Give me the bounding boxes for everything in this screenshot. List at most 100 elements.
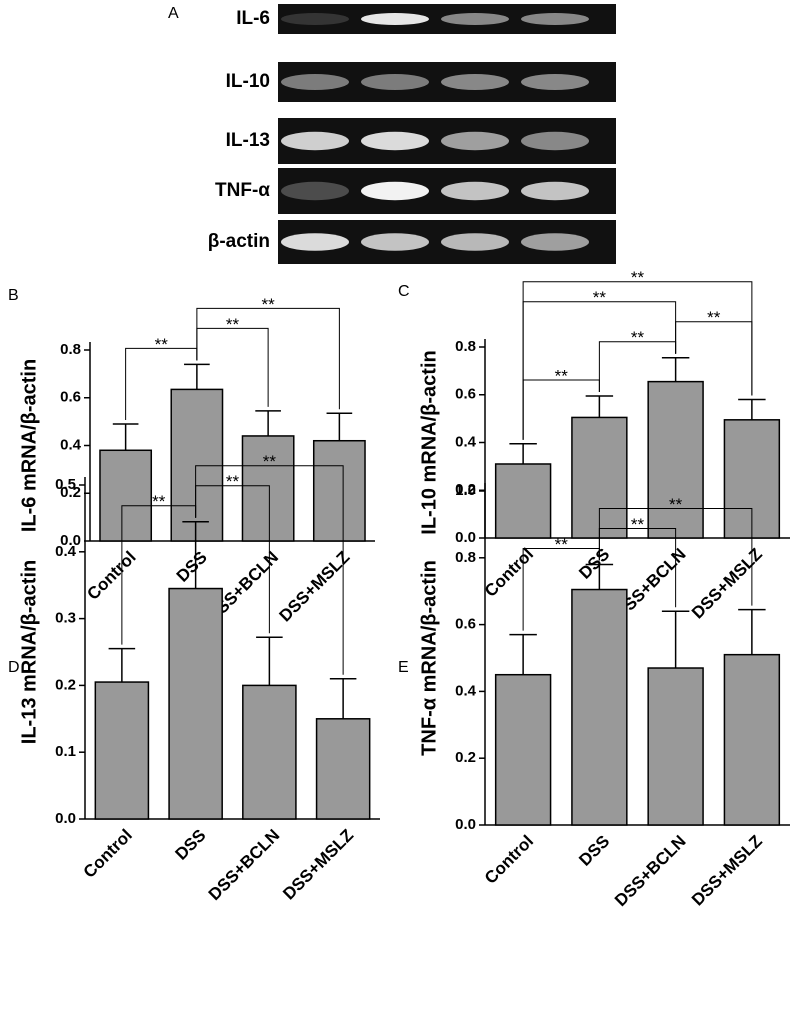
x-tick-label: DSS+MSLZ: [688, 832, 766, 910]
significance-label: **: [155, 335, 169, 354]
gel-band: [441, 181, 509, 201]
y-axis-label: IL-10 mRNA/β-actin: [418, 350, 440, 534]
x-tick-label: DSS: [575, 832, 613, 870]
bar: [312, 439, 366, 542]
gel-label: IL-10: [226, 71, 270, 92]
gel-band: [441, 131, 509, 151]
significance-label: **: [555, 366, 569, 385]
y-tick-label: 0.2: [455, 481, 476, 498]
y-tick-label: 0.6: [60, 389, 81, 406]
y-tick-label: 0.2: [60, 484, 81, 501]
significance-label: **: [226, 472, 240, 491]
gel-band: [361, 13, 429, 25]
gel-band: [521, 181, 589, 201]
x-tick-label: DSS: [171, 826, 209, 864]
gel-label: IL-13: [226, 130, 270, 151]
significance-label: **: [669, 495, 683, 514]
panel-label: D: [8, 659, 20, 676]
y-tick-label: 0.8: [455, 549, 476, 566]
bar: [99, 449, 153, 542]
x-tick-label: Control: [83, 548, 139, 604]
y-tick-label: 0.4: [455, 433, 477, 450]
significance-bracket: [195, 465, 344, 675]
x-tick-label: DSS+MSLZ: [275, 548, 353, 626]
y-axis-label: TNF-α mRNA/β-actin: [418, 560, 440, 756]
gel-band: [361, 74, 429, 90]
gel-band: [521, 131, 589, 151]
gel-label: IL-6: [236, 8, 270, 29]
y-tick-label: 0.6: [455, 386, 476, 403]
bar: [494, 673, 552, 826]
x-tick-label: DSS+BCLN: [205, 826, 284, 905]
gel-band: [441, 13, 509, 25]
bar: [723, 653, 781, 826]
y-axis-label: IL-6 mRNA/β-actin: [18, 359, 40, 532]
gel-band: [281, 13, 349, 25]
y-tick-label: 1.0: [455, 482, 476, 499]
gel-band: [281, 131, 349, 151]
gel-label: β-actin: [208, 231, 270, 252]
x-tick-label: Control: [481, 545, 537, 601]
y-tick-label: 0.4: [455, 682, 477, 699]
significance-label: **: [152, 492, 166, 511]
bar: [571, 588, 628, 826]
significance-label: **: [555, 535, 569, 554]
panel-label: E: [398, 659, 409, 676]
y-tick-label: 0.0: [55, 810, 76, 827]
gel-band: [361, 233, 429, 251]
gel-label: TNF-α: [215, 180, 270, 201]
y-axis-label: IL-13 mRNA/β-actin: [18, 560, 40, 744]
x-tick-label: DSS+MSLZ: [279, 826, 357, 904]
gel-band: [281, 233, 349, 251]
y-tick-label: 0.0: [455, 529, 476, 546]
bar: [315, 718, 371, 820]
significance-bracket: [522, 281, 753, 440]
bar: [723, 419, 781, 539]
gel-band: [361, 131, 429, 151]
y-tick-label: 0.2: [455, 749, 476, 766]
bar: [94, 681, 150, 820]
gel-band: [361, 181, 429, 201]
y-tick-label: 0.8: [455, 338, 476, 355]
significance-label: **: [631, 515, 645, 534]
bar: [168, 587, 223, 820]
significance-label: **: [631, 268, 645, 287]
significance-bracket: [196, 307, 340, 410]
panel-label: A: [168, 5, 179, 22]
x-tick-label: DSS+MSLZ: [688, 545, 766, 623]
x-tick-label: Control: [80, 826, 136, 882]
significance-label: **: [631, 328, 645, 347]
y-tick-label: 0.1: [55, 743, 76, 760]
x-tick-label: Control: [481, 832, 537, 888]
y-tick-label: 0.4: [60, 436, 82, 453]
significance-label: **: [226, 315, 240, 334]
gel-band: [521, 13, 589, 25]
y-tick-label: 0.5: [55, 476, 76, 493]
significance-label: **: [263, 452, 277, 471]
gel-band: [441, 233, 509, 251]
gel-band: [281, 74, 349, 90]
bar: [494, 463, 552, 539]
x-tick-label: DSS: [173, 548, 211, 586]
y-tick-label: 0.3: [55, 610, 76, 627]
significance-bracket: [598, 507, 753, 606]
y-tick-label: 0.8: [60, 341, 81, 358]
bar: [242, 684, 297, 820]
significance-label: **: [262, 295, 276, 314]
y-tick-label: 0.4: [55, 543, 77, 560]
x-tick-label: DSS: [575, 545, 613, 583]
panel-label: C: [398, 283, 410, 300]
gel-band: [281, 181, 349, 201]
y-tick-label: 0.0: [60, 532, 81, 549]
gel-band: [521, 74, 589, 90]
y-tick-label: 0.2: [55, 676, 76, 693]
significance-label: **: [707, 308, 721, 327]
y-tick-label: 0.6: [455, 616, 476, 633]
bar: [170, 388, 224, 542]
bar: [241, 435, 295, 542]
panel-label: B: [8, 287, 19, 304]
gel-band: [521, 233, 589, 251]
bar: [647, 667, 704, 826]
bar: [647, 380, 704, 539]
